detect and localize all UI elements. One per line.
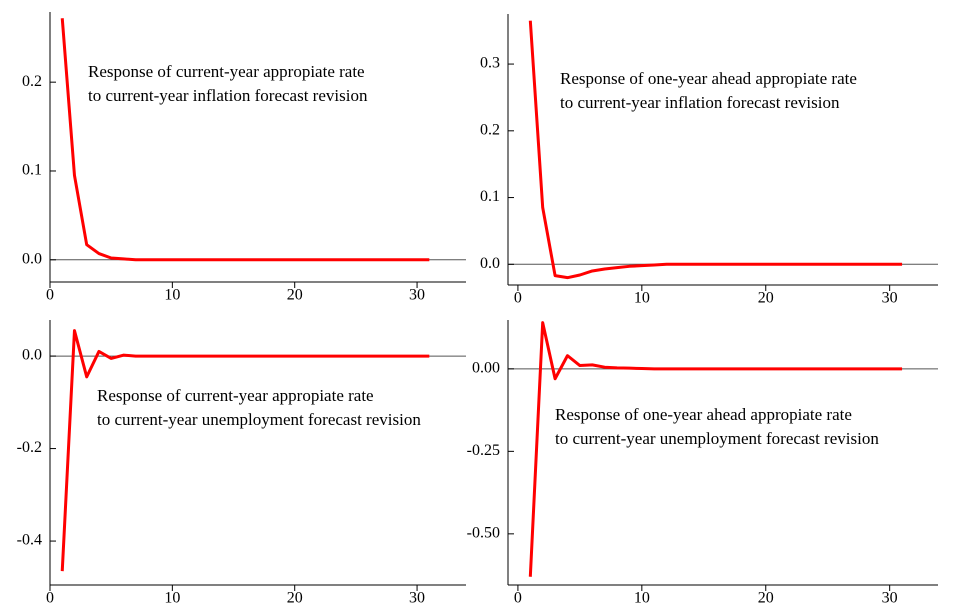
x-tick-label: 30: [409, 590, 425, 607]
x-tick-label: 30: [409, 287, 425, 304]
x-tick-label: 30: [882, 590, 898, 607]
x-tick-label: 0: [514, 590, 522, 607]
response-line: [60, 18, 430, 262]
y-tick-label: 0.1: [480, 188, 500, 205]
x-tick-label: 0: [514, 290, 522, 307]
x-tick-label: 0: [46, 287, 54, 304]
x-tick-label: 20: [287, 590, 303, 607]
x-tick-label: 20: [758, 290, 774, 307]
response-line: [528, 20, 903, 280]
annotation: to current-year unemployment forecast re…: [97, 410, 421, 429]
annotation: Response of current-year appropiate rate: [88, 62, 365, 81]
y-tick-label: 0.0: [480, 255, 500, 272]
y-tick-label: 0.2: [480, 121, 500, 138]
y-tick-label: 0.0: [22, 250, 42, 267]
annotation: to current-year unemployment forecast re…: [555, 429, 879, 448]
y-tick-label: 0.1: [22, 162, 42, 179]
y-tick-label: 0.0: [22, 347, 42, 364]
y-tick-label: 0.2: [22, 73, 42, 90]
y-tick-label: 0.00: [472, 360, 500, 377]
response-line: [60, 329, 430, 572]
x-tick-label: 30: [882, 290, 898, 307]
y-tick-label: -0.2: [17, 439, 42, 456]
y-tick-label: -0.4: [17, 532, 42, 549]
annotation: to current-year inflation forecast revis…: [88, 86, 368, 105]
x-tick-label: 10: [164, 590, 180, 607]
annotation: to current-year inflation forecast revis…: [560, 93, 840, 112]
x-tick-label: 10: [634, 290, 650, 307]
x-tick-label: 10: [634, 590, 650, 607]
x-tick-label: 20: [287, 287, 303, 304]
annotation: Response of one-year ahead appropiate ra…: [560, 69, 857, 88]
y-tick-label: 0.3: [480, 55, 500, 72]
y-tick-label: -0.50: [467, 525, 500, 542]
annotation: Response of current-year appropiate rate: [97, 386, 374, 405]
y-tick-label: -0.25: [467, 442, 500, 459]
response-line: [528, 321, 903, 577]
x-tick-label: 0: [46, 590, 54, 607]
annotation: Response of one-year ahead appropiate ra…: [555, 405, 852, 424]
x-tick-label: 20: [758, 590, 774, 607]
x-tick-label: 10: [164, 287, 180, 304]
